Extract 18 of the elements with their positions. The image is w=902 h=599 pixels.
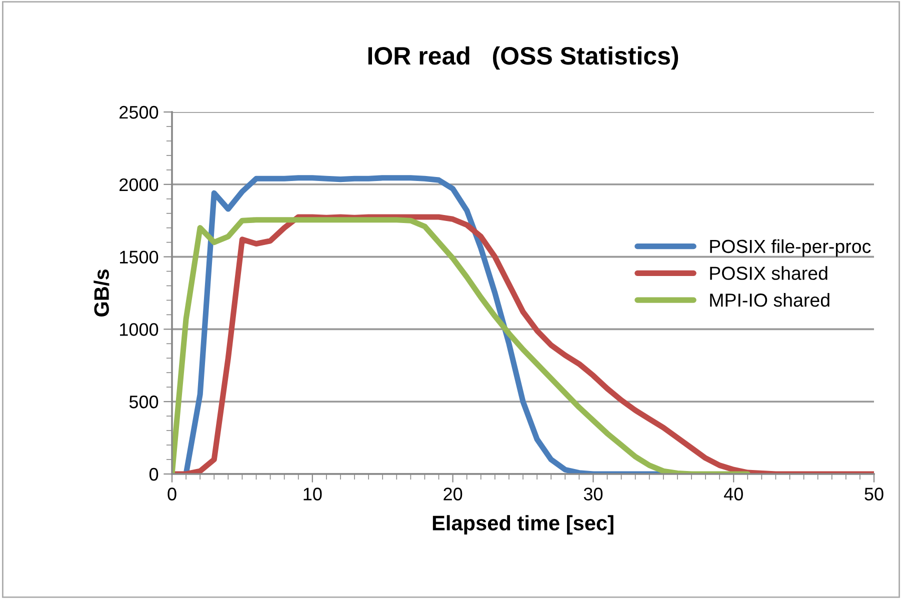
x-tick-label: 30	[584, 488, 603, 500]
y-tick-label: 1000	[120, 323, 158, 336]
x-axis-title: Elapsed time [sec]	[432, 515, 614, 535]
y-tick-label: 1500	[120, 250, 158, 264]
x-tick-label: 0	[168, 488, 176, 500]
legend-label: POSIX shared	[710, 266, 828, 280]
y-tick-label: 2000	[120, 178, 158, 192]
legend-label: MPI-IO shared	[710, 293, 830, 307]
x-tick-label: 50	[864, 488, 884, 500]
chart-title: IOR read (OSS Statistics)	[368, 46, 678, 70]
y-tick-label: 500	[129, 396, 158, 408]
legend-label: POSIX file-per-proc	[710, 239, 871, 257]
y-tick-label: 0	[149, 468, 158, 481]
y-axis-title: GB/s	[94, 270, 110, 316]
x-tick-label: 10	[304, 488, 322, 500]
x-tick-label: 40	[724, 488, 743, 500]
x-tick-label: 20	[444, 488, 462, 500]
y-tick-label: 2500	[120, 106, 158, 119]
